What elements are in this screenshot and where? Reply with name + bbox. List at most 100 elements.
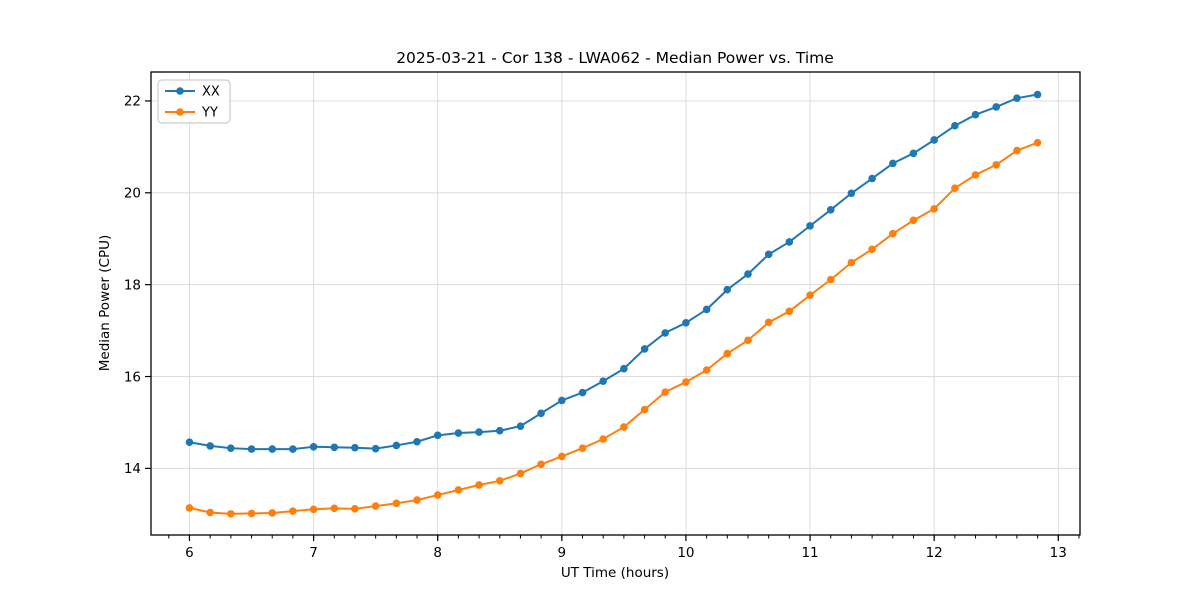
data-point-xx — [537, 409, 545, 418]
data-point-xx — [889, 159, 897, 168]
data-point-xx — [847, 189, 856, 198]
data-point-xx — [620, 364, 628, 373]
data-point-yy — [951, 184, 959, 193]
data-point-yy — [640, 405, 649, 414]
data-point-yy — [971, 171, 980, 179]
data-point-yy — [702, 366, 711, 374]
data-point-yy — [558, 452, 566, 461]
data-point-yy — [247, 509, 256, 518]
x-tick-label: 8 — [433, 545, 442, 561]
data-point-xx — [764, 250, 773, 259]
data-point-yy — [227, 510, 235, 518]
x-tick-label: 10 — [677, 545, 694, 561]
series-line-xx — [189, 93, 1038, 451]
data-point-yy — [185, 504, 194, 512]
data-point-yy — [620, 423, 628, 431]
data-point-yy — [309, 505, 318, 514]
data-point-xx — [227, 444, 235, 452]
y-axis-label: Median Power (CPU) — [97, 235, 113, 371]
data-point-xx — [433, 431, 442, 440]
data-point-yy — [682, 378, 690, 386]
x-tick-label: 7 — [309, 545, 318, 561]
data-point-xx — [309, 443, 318, 451]
data-layer — [185, 90, 1042, 518]
data-point-xx — [868, 174, 876, 183]
data-point-yy — [992, 160, 1001, 169]
data-point-xx — [682, 318, 690, 327]
data-point-yy — [599, 435, 607, 443]
y-tick-label: 14 — [124, 461, 141, 477]
data-point-xx — [206, 442, 215, 450]
data-point-yy — [392, 499, 401, 508]
axes-spines — [150, 71, 1081, 536]
x-tick-label: 12 — [926, 545, 943, 561]
data-point-xx — [185, 438, 194, 447]
data-point-xx — [702, 305, 711, 314]
data-point-yy — [764, 318, 773, 327]
axes-layer — [150, 71, 1081, 536]
data-point-yy — [847, 258, 856, 267]
data-point-yy — [1013, 146, 1021, 155]
data-point-xx — [392, 441, 401, 450]
x-axis-label: UT Time (hours) — [561, 565, 669, 581]
data-point-yy — [454, 486, 463, 494]
data-point-yy — [371, 502, 380, 510]
x-tick-label: 13 — [1050, 545, 1067, 561]
data-point-yy — [806, 291, 814, 300]
data-point-xx — [971, 110, 980, 119]
data-point-xx — [454, 429, 463, 437]
data-point-yy — [868, 245, 876, 254]
data-point-yy — [351, 505, 359, 513]
data-point-xx — [495, 426, 504, 435]
legend-label-xx: XX — [202, 85, 220, 100]
data-point-xx — [599, 377, 607, 385]
data-point-xx — [661, 329, 670, 337]
data-point-xx — [744, 270, 752, 278]
data-point-yy — [289, 507, 297, 515]
data-point-xx — [247, 445, 256, 453]
series-xx — [185, 90, 1042, 453]
data-point-xx — [578, 388, 587, 397]
tick-layer: 6 7 8 9 10 11 12 13 14 16 18 20 22 — [124, 94, 1080, 561]
data-point-yy — [413, 496, 421, 504]
data-point-xx — [806, 222, 814, 230]
data-point-yy — [578, 444, 587, 452]
data-point-yy — [537, 460, 545, 469]
data-point-yy — [661, 388, 670, 396]
x-tick-label: 6 — [185, 545, 194, 561]
data-point-yy — [475, 481, 483, 489]
data-point-xx — [826, 205, 835, 214]
data-point-xx — [992, 103, 1001, 111]
y-tick-label: 22 — [124, 94, 141, 110]
data-point-yy — [1033, 138, 1042, 147]
data-point-yy — [206, 508, 215, 517]
data-point-xx — [785, 238, 794, 246]
data-point-xx — [558, 396, 566, 405]
data-point-xx — [1013, 94, 1021, 102]
legend: XX YY — [157, 79, 231, 124]
data-point-yy — [826, 275, 835, 284]
chart-title: 2025-03-21 - Cor 138 - LWA062 - Median P… — [396, 49, 834, 67]
x-tick-label: 9 — [558, 545, 567, 561]
x-tick-label: 11 — [801, 545, 818, 561]
data-point-yy — [744, 336, 752, 345]
grid-layer — [151, 72, 1080, 535]
data-point-yy — [516, 469, 525, 478]
data-point-xx — [351, 443, 359, 452]
data-point-xx — [1033, 90, 1042, 99]
data-point-xx — [289, 445, 297, 453]
data-point-yy — [268, 509, 277, 517]
data-point-xx — [909, 149, 918, 158]
legend-sample-marker — [176, 108, 184, 116]
data-point-yy — [785, 307, 794, 316]
data-point-xx — [413, 437, 421, 446]
series-line-yy — [189, 141, 1038, 515]
data-point-xx — [723, 285, 732, 294]
legend-sample-marker — [176, 87, 184, 95]
data-point-xx — [516, 422, 525, 430]
data-point-xx — [371, 444, 380, 453]
data-point-yy — [330, 504, 339, 513]
data-point-yy — [433, 491, 442, 499]
